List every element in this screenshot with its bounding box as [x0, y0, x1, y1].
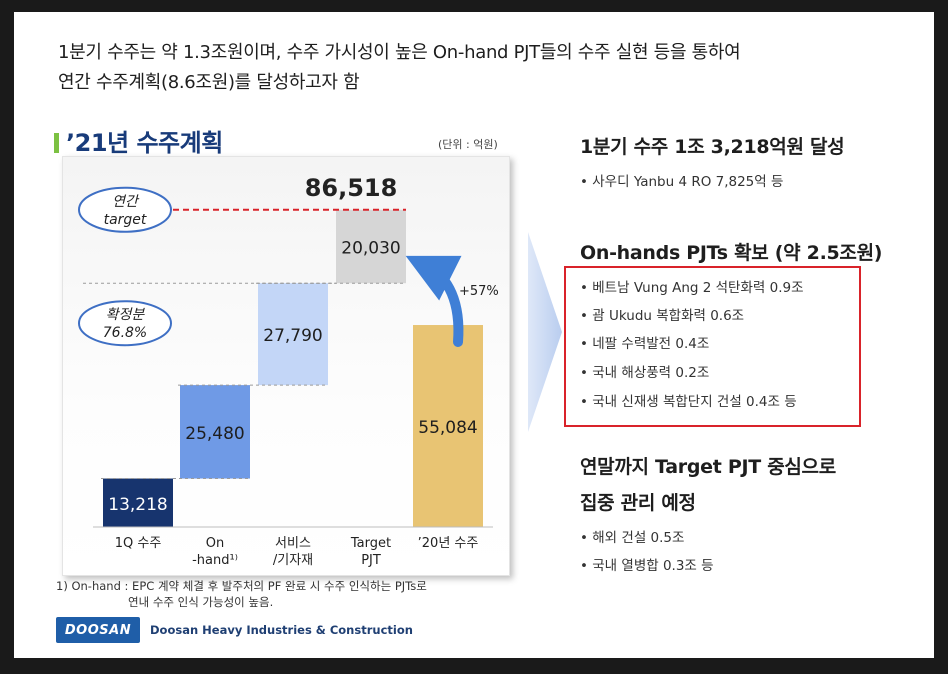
bar-value-label: 13,218	[108, 495, 167, 515]
category-label: Target	[350, 536, 391, 551]
section-title: ’21년 수주계획	[66, 129, 223, 157]
confirmed-label-text: 76.8%	[103, 325, 147, 341]
waterfall-bar	[336, 209, 406, 284]
bar-value-label: 25,480	[185, 424, 244, 444]
onhand-item: 괌 Ukudu 복합화력 0.6조	[580, 304, 744, 324]
growth-arrow-icon	[405, 255, 464, 347]
category-label: ’20년 수주	[418, 536, 479, 551]
category-label: 서비스	[275, 536, 311, 551]
headline-line-1: 1분기 수주는 약 1.3조원이며, 수주 가시성이 높은 On-hand PJ…	[58, 42, 741, 63]
confirmed-label-ellipse	[78, 300, 172, 347]
onhand-heading: On-hands PJTs 확보 (약 2.5조원)	[580, 242, 883, 264]
waterfall-bar	[180, 385, 250, 479]
onhand-item: 국내 해상풍력 0.2조	[580, 361, 709, 381]
footnote-line-1: 1) On-hand : EPC 계약 체결 후 발주처의 PF 완료 시 수주…	[56, 579, 427, 593]
category-label: 1Q 수주	[115, 536, 162, 551]
chevron-right-icon	[528, 232, 562, 432]
comparison-bar	[413, 325, 483, 527]
annual-target-label-ellipse	[78, 186, 172, 233]
headline: 1분기 수주는 약 1.3조원이며, 수주 가시성이 높은 On-hand PJ…	[58, 38, 918, 98]
doosan-logo-mark: DOOSAN	[56, 617, 140, 643]
q1-heading: 1분기 수주 1조 3,218억원 달성	[580, 136, 845, 158]
category-label: On	[206, 536, 224, 551]
footnote: 1) On-hand : EPC 계약 체결 후 발주처의 PF 완료 시 수주…	[56, 578, 427, 610]
growth-percent-label: +57%	[459, 284, 499, 299]
footnote-line-2: 연내 수주 인식 가능성이 높음.	[128, 595, 274, 609]
target-heading-line-2: 집중 관리 예정	[580, 492, 696, 514]
waterfall-bar	[103, 478, 173, 527]
category-label: PJT	[361, 553, 381, 568]
target-item: 국내 열병합 0.3조 등	[580, 554, 713, 574]
total-value-label: 86,518	[305, 174, 398, 202]
target-heading-line-1: 연말까지 Target PJT 중심으로	[580, 456, 836, 478]
q1-bullet: 사우디 Yanbu 4 RO 7,825억 등	[580, 170, 783, 190]
comparison-value-label: 55,084	[418, 418, 477, 438]
confirmed-label-text: 확정분	[106, 307, 146, 323]
waterfall-bar	[258, 283, 328, 386]
onhand-item: 국내 신재생 복합단지 건설 0.4조 등	[580, 390, 796, 410]
category-label: -hand¹⁾	[192, 553, 238, 568]
slide: 1분기 수주는 약 1.3조원이며, 수주 가시성이 높은 On-hand PJ…	[14, 12, 934, 658]
onhand-item: 네팔 수력발전 0.4조	[580, 332, 709, 352]
company-logo: DOOSAN Doosan Heavy Industries & Constru…	[56, 615, 413, 645]
section-accent-bar	[54, 133, 59, 153]
waterfall-chart: 13,218 25,480 27,790 20,030 55,084 86,518 연간 ta…	[78, 174, 499, 568]
bar-value-label: 27,790	[263, 326, 322, 346]
category-label: /기자재	[273, 553, 313, 568]
chart-panel: 13,218 25,480 27,790 20,030 55,084 86,518 연간 ta…	[62, 156, 510, 576]
unit-label: (단위 : 억원)	[438, 138, 498, 151]
annual-target-label-text: 연간	[112, 194, 140, 210]
onhand-highlight-box	[564, 266, 861, 427]
target-item: 해외 건설 0.5조	[580, 526, 684, 546]
company-name: Doosan Heavy Industries & Construction	[150, 623, 413, 637]
headline-line-2: 연간 수주계획(8.6조원)를 달성하고자 함	[58, 72, 360, 93]
bar-value-label: 20,030	[341, 238, 400, 258]
annual-target-label-text: target	[104, 212, 147, 228]
onhand-item: 베트남 Vung Ang 2 석탄화력 0.9조	[580, 276, 803, 296]
